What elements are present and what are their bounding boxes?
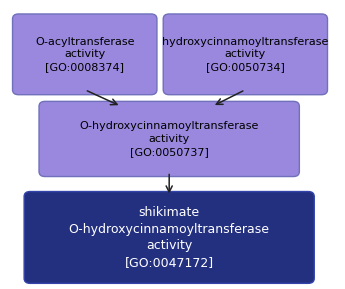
Text: hydroxycinnamoyltransferase
activity
[GO:0050734]: hydroxycinnamoyltransferase activity [GO… bbox=[162, 36, 328, 72]
Text: shikimate
O-hydroxycinnamoyltransferase
activity
[GO:0047172]: shikimate O-hydroxycinnamoyltransferase … bbox=[69, 206, 270, 269]
FancyBboxPatch shape bbox=[24, 192, 314, 283]
FancyBboxPatch shape bbox=[12, 14, 157, 95]
Text: O-hydroxycinnamoyltransferase
activity
[GO:0050737]: O-hydroxycinnamoyltransferase activity [… bbox=[79, 121, 259, 157]
FancyBboxPatch shape bbox=[163, 14, 327, 95]
Text: O-acyltransferase
activity
[GO:0008374]: O-acyltransferase activity [GO:0008374] bbox=[35, 36, 135, 72]
FancyBboxPatch shape bbox=[39, 101, 299, 177]
